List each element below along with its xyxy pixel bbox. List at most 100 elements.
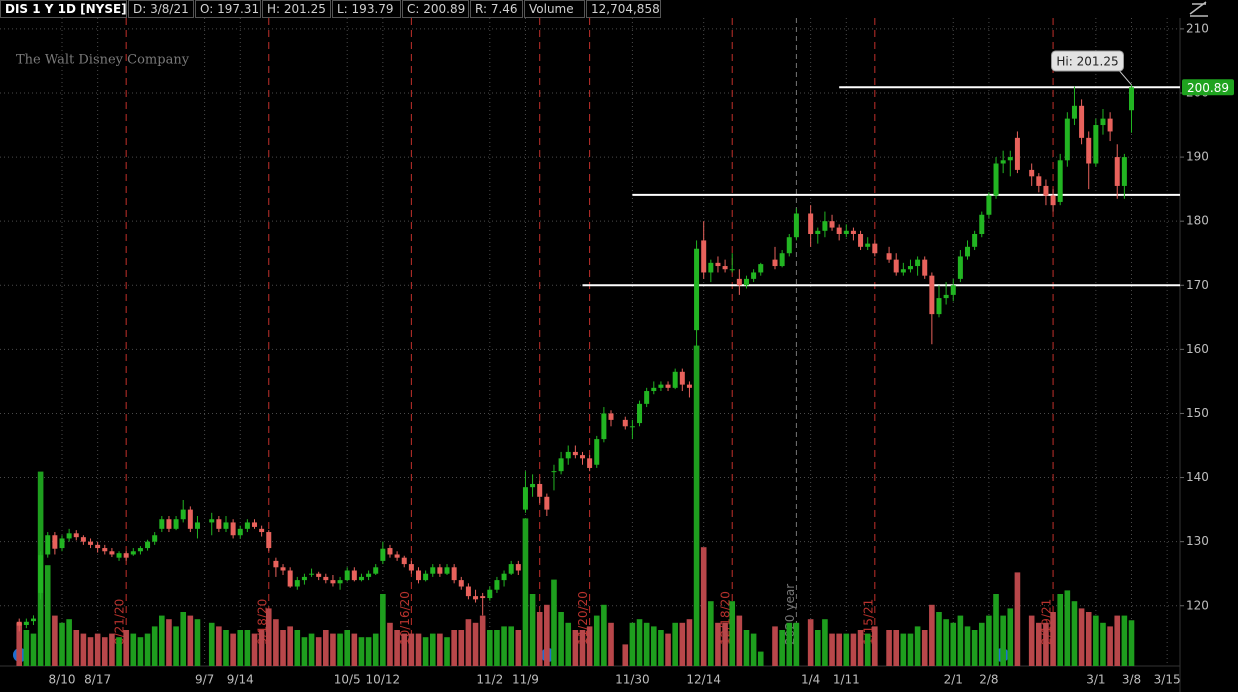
candle-body xyxy=(679,371,685,385)
candle-body xyxy=(665,384,671,388)
event-line-label: 11/20/20 xyxy=(576,591,590,645)
candle-body xyxy=(88,541,94,545)
volume-bar xyxy=(643,622,650,666)
candle-body xyxy=(587,458,593,468)
candle-body xyxy=(394,554,400,558)
candle-body xyxy=(337,580,343,584)
candle-body xyxy=(458,580,464,587)
candle-body xyxy=(273,560,279,568)
hi-callout-label: Hi: 201.25 xyxy=(1056,54,1118,68)
volume-bar xyxy=(715,622,721,666)
volume-bar xyxy=(244,630,251,666)
volume-bar xyxy=(130,633,137,666)
candle-body xyxy=(1129,87,1134,111)
x-tick-label: 1/11 xyxy=(833,673,860,687)
volume-bar xyxy=(579,630,586,666)
volume-bar xyxy=(679,622,686,666)
volume-bar xyxy=(372,633,379,666)
volume-bar xyxy=(886,630,892,666)
candle-body xyxy=(929,275,935,315)
volume-bar xyxy=(308,633,315,666)
volume-bar xyxy=(94,633,101,666)
volume-bar xyxy=(515,630,522,666)
candle-body xyxy=(1043,185,1049,196)
candle-body xyxy=(465,586,471,597)
volume-bar xyxy=(1078,608,1085,666)
candle-body xyxy=(1086,137,1092,164)
volume-bar xyxy=(672,622,678,666)
volume-bar xyxy=(315,637,322,666)
event-line-label: 8/21/20 xyxy=(113,599,127,645)
candle-body xyxy=(729,269,735,271)
settings-icon[interactable] xyxy=(1189,1,1208,17)
event-line-label: 12/18/20 xyxy=(719,591,733,645)
header-cell xyxy=(128,0,194,18)
volume-bar xyxy=(814,630,821,666)
x-tick-label: 3/1 xyxy=(1086,673,1105,687)
candle-body xyxy=(237,528,243,536)
candle-body xyxy=(59,538,65,549)
x-tick-label: 9/14 xyxy=(227,673,254,687)
candle-body xyxy=(444,567,450,574)
candle-body xyxy=(786,237,792,254)
volume-bar xyxy=(415,633,422,666)
y-tick-label: 140 xyxy=(1186,470,1209,484)
candle-body xyxy=(979,214,985,234)
header-cell xyxy=(586,0,661,18)
header-field: 12,704,858 xyxy=(591,2,660,16)
volume-bar xyxy=(380,594,386,666)
volume-bar xyxy=(793,622,800,666)
candle-body xyxy=(1107,118,1113,132)
header-field: Volume xyxy=(529,2,574,16)
x-tick-label: 11/9 xyxy=(512,673,539,687)
volume-bar xyxy=(971,630,978,666)
volume-bar xyxy=(451,630,457,666)
candle-body xyxy=(829,221,835,228)
header-cell xyxy=(262,0,331,18)
candle-body xyxy=(972,234,978,247)
volume-bar xyxy=(258,630,265,666)
candle-body xyxy=(993,163,999,196)
volume-bar xyxy=(351,633,358,666)
price-tag-label: 200.89 xyxy=(1187,81,1229,95)
candle-body xyxy=(579,455,585,459)
candle-body xyxy=(66,533,72,539)
candle-body xyxy=(408,564,414,571)
candle-body xyxy=(416,570,421,581)
candle-body xyxy=(23,621,29,625)
volume-bar xyxy=(401,633,408,666)
candle-body xyxy=(900,269,906,273)
candle-body xyxy=(530,483,536,488)
volume-bar xyxy=(907,633,914,666)
volume-bar xyxy=(743,630,750,666)
volume-bar xyxy=(87,637,94,666)
candle-body xyxy=(45,535,51,555)
volume-bar xyxy=(59,622,65,666)
candle-body xyxy=(694,248,700,331)
volume-bar xyxy=(280,630,286,666)
candle-body xyxy=(1064,118,1070,161)
candle-body xyxy=(822,221,828,231)
candle-body xyxy=(1057,160,1063,202)
candle-body xyxy=(437,567,443,574)
candle-body xyxy=(152,535,158,542)
volume-bar xyxy=(180,612,187,666)
candle-body xyxy=(473,596,479,600)
candle-body xyxy=(1100,118,1106,126)
candle-body xyxy=(487,589,493,599)
icon-stroke xyxy=(1189,1,1208,17)
candle-body xyxy=(223,522,229,529)
x-tick-label: 9/7 xyxy=(195,673,214,687)
candle-body xyxy=(572,451,578,456)
candle-body xyxy=(480,596,486,599)
volume-bar xyxy=(686,619,693,666)
candle-body xyxy=(301,576,307,581)
volume-bars xyxy=(16,345,1135,666)
candle-body xyxy=(430,567,436,574)
candle-body xyxy=(544,496,550,510)
candle-body xyxy=(216,519,222,529)
volume-bar xyxy=(665,633,671,666)
candle-body xyxy=(1050,195,1056,206)
candle-body xyxy=(865,243,871,247)
candle-body xyxy=(209,519,215,523)
